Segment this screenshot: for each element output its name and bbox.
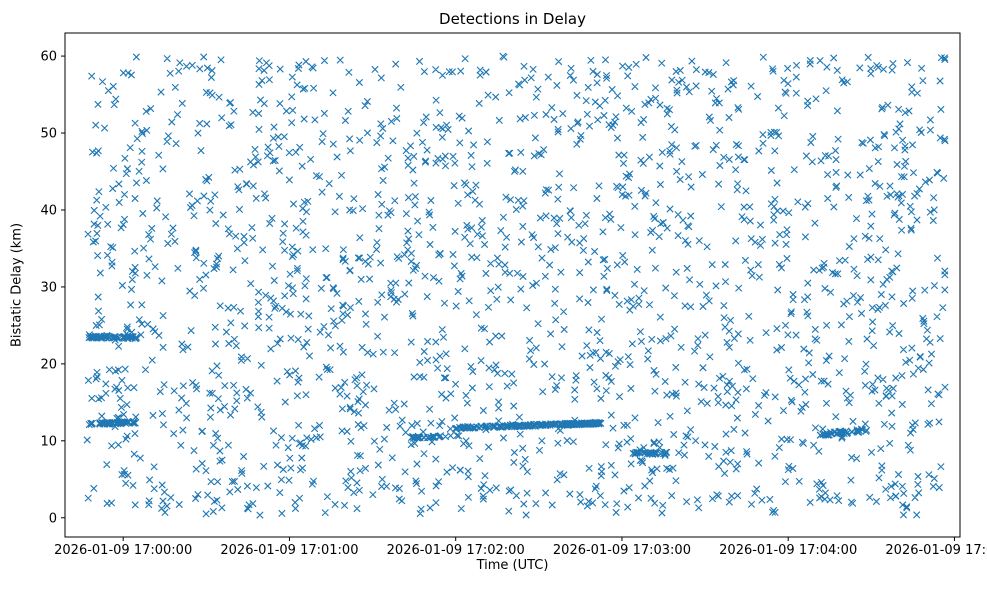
y-tick-label: 0	[49, 511, 57, 526]
y-tick-label: 50	[40, 127, 57, 142]
x-tick-label: 2026-01-09 17:02:00	[387, 543, 525, 558]
y-tick-label: 20	[40, 357, 57, 372]
x-tick-label: 2026-01-09 17:05:00	[885, 543, 987, 558]
axes-box	[64, 32, 961, 538]
y-tick-label: 30	[40, 280, 57, 295]
y-tick-label: 10	[40, 434, 57, 449]
x-axis-label: Time (UTC)	[476, 558, 549, 573]
x-tick-label: 2026-01-09 17:00:00	[54, 543, 192, 558]
y-tick-label: 40	[40, 203, 57, 218]
x-tick-label: 2026-01-09 17:01:00	[220, 543, 358, 558]
y-axis-label: Bistatic Delay (km)	[9, 222, 25, 348]
tick-labels: 2026-01-09 17:00:00 2026-01-09 17:01:00 20…	[40, 50, 987, 558]
x-tick-label: 2026-01-09 17:04:00	[719, 543, 857, 558]
y-tick-label: 60	[40, 50, 57, 65]
detection-markers	[83, 52, 949, 519]
tick-marks	[61, 55, 955, 541]
chart-title: Detections in Delay	[439, 10, 586, 28]
x-tick-label: 2026-01-09 17:03:00	[553, 543, 691, 558]
